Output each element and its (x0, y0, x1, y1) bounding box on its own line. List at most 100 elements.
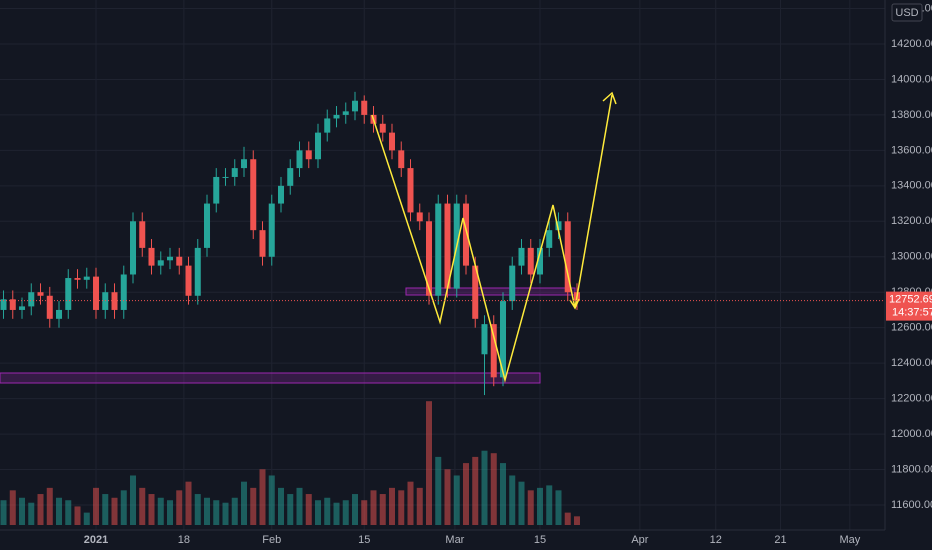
volume-bar (213, 500, 220, 525)
candle-body (157, 260, 164, 266)
volume-bar (481, 450, 488, 525)
candle-body (379, 123, 386, 133)
volume-bar (398, 490, 405, 525)
volume-bar (314, 500, 322, 525)
volume-bar (130, 475, 137, 525)
y-tick-label: 13000.00 (891, 251, 932, 263)
candle-body (472, 265, 479, 319)
volume-bar (509, 475, 516, 525)
volume-bar (277, 487, 285, 525)
volume-bar (185, 481, 192, 525)
volume-bar (259, 469, 266, 525)
candle-body (167, 256, 174, 261)
volume-bar (167, 500, 174, 525)
volume-bar (416, 487, 423, 525)
candle-body (499, 301, 506, 378)
volume-bar (499, 463, 506, 525)
volume-bar (9, 490, 16, 525)
y-tick-label: 12000.00 (891, 428, 932, 440)
volume-bar (425, 401, 433, 525)
volume-bar (490, 453, 497, 525)
volume-bar (28, 502, 35, 525)
candle-body (250, 159, 257, 231)
candle-body (65, 278, 72, 310)
candle-body (490, 324, 497, 378)
candle-body (120, 274, 127, 310)
volume-pane (0, 401, 580, 525)
y-tick-label: 13400.00 (891, 180, 932, 192)
price-axis (885, 0, 932, 530)
x-tick-label: Mar (445, 534, 464, 546)
volume-bar (361, 500, 368, 525)
y-tick-label: 12200.00 (891, 393, 932, 405)
candle-body (509, 265, 516, 302)
volume-bar (564, 512, 571, 525)
x-tick-label: May (839, 534, 860, 546)
volume-bar (111, 497, 118, 525)
x-tick-label: Apr (631, 534, 648, 546)
arrow-head (602, 91, 617, 105)
time-axis (0, 530, 932, 550)
candle-body (351, 100, 359, 112)
y-tick-label: 11800.00 (891, 463, 932, 475)
countdown: 14:37:57 (892, 307, 932, 319)
last-price-box (886, 291, 932, 321)
x-tick-label: 2021 (84, 534, 108, 546)
volume-bar (65, 500, 72, 525)
candle-body (296, 150, 303, 169)
volume-bar (231, 497, 238, 525)
candle-body (435, 203, 442, 296)
candle-body (185, 265, 192, 296)
x-tick-label: 21 (774, 534, 786, 546)
currency-box[interactable] (891, 3, 923, 22)
candle-body (46, 295, 53, 319)
candle-body (324, 118, 331, 133)
candle-body (19, 306, 26, 310)
candle-body (314, 132, 322, 160)
candle-body (546, 230, 553, 248)
y-tick-label: 14000.00 (891, 73, 932, 85)
candle-body (518, 247, 525, 266)
y-tick-label: 13600.00 (891, 144, 932, 156)
volume-bar (19, 497, 26, 525)
candle-body (9, 299, 16, 310)
candle-body (407, 168, 414, 213)
candle-body (536, 247, 543, 275)
volume-bar (518, 481, 525, 525)
volume-bar (268, 475, 275, 525)
volume-bar (546, 485, 553, 525)
candle-body (277, 185, 285, 204)
volume-bar (176, 490, 183, 525)
candle-body (203, 203, 211, 248)
candle-body (333, 114, 340, 119)
candle-body (37, 292, 44, 296)
volume-bar (240, 481, 248, 525)
x-tick-label: 15 (534, 534, 546, 546)
volume-bar (388, 487, 396, 525)
candle-body (416, 212, 423, 222)
x-tick-label: 15 (358, 534, 370, 546)
volume-bar (222, 502, 229, 525)
candle-body (268, 203, 275, 257)
volume-bar (203, 497, 211, 525)
volume-bar (333, 502, 340, 525)
candle-body (139, 221, 146, 248)
volume-bar (74, 506, 81, 525)
volume-bar (555, 490, 562, 525)
candle-body (527, 247, 534, 275)
candle-body (194, 247, 201, 296)
candle-body (231, 168, 238, 177)
candle-body (444, 203, 451, 289)
candle-body (56, 309, 63, 319)
volume-bar (324, 497, 331, 525)
candle-body (259, 230, 266, 257)
candle-body (74, 278, 81, 280)
volume-bar (527, 490, 534, 525)
volume-bar (194, 494, 201, 525)
volume-bar (120, 490, 127, 525)
candle-body (28, 292, 35, 307)
candle-body (93, 276, 100, 310)
volume-bar (139, 487, 146, 525)
candle-body (462, 203, 470, 266)
volume-bar (102, 494, 109, 525)
